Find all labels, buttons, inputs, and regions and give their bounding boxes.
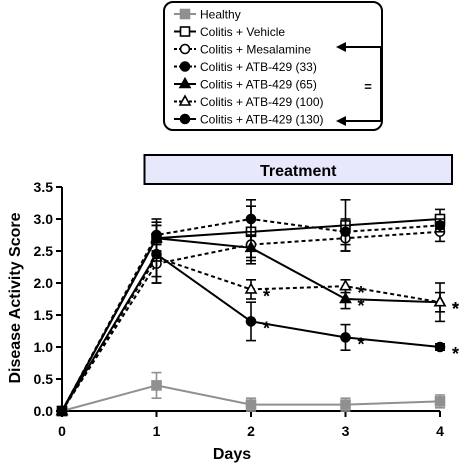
x-tick-label: 1 bbox=[153, 423, 161, 439]
series-1 bbox=[56, 371, 446, 417]
legend-swatch-marker bbox=[179, 26, 191, 37]
legend-label: Colitis + Vehicle bbox=[200, 25, 285, 39]
data-point bbox=[56, 405, 68, 417]
y-tick-label: 3.5 bbox=[34, 179, 54, 195]
data-point bbox=[151, 248, 162, 260]
data-point bbox=[245, 399, 257, 410]
legend-item: Healthy bbox=[174, 8, 241, 22]
legend-item: Colitis + ATB-429 (33) bbox=[174, 60, 317, 74]
significance-star: * bbox=[452, 299, 459, 319]
significance-star: * bbox=[452, 344, 459, 364]
data-point bbox=[340, 226, 351, 238]
significance-star: * bbox=[263, 318, 270, 338]
legend-bracket bbox=[343, 46, 382, 122]
legend-item: Colitis + Mesalamine bbox=[174, 43, 311, 57]
legend-arrow-lower bbox=[336, 116, 346, 126]
x-tick-label: 4 bbox=[436, 423, 444, 439]
legend-label: Healthy bbox=[200, 8, 241, 22]
data-point bbox=[340, 332, 351, 343]
y-tick-label: 1.5 bbox=[34, 307, 54, 323]
x-axis-label: Days bbox=[213, 446, 251, 463]
data-point bbox=[245, 316, 257, 327]
legend-label: Colitis + Mesalamine bbox=[200, 43, 311, 57]
legend-label: Colitis + ATB-429 (100) bbox=[200, 95, 324, 109]
significance-star: * bbox=[452, 299, 459, 319]
y-tick-label: 3.0 bbox=[34, 211, 54, 227]
y-tick-label: 1.0 bbox=[34, 339, 54, 355]
significance-star: * bbox=[358, 296, 365, 316]
y-tick-label: 2.0 bbox=[34, 275, 54, 291]
legend-swatch-marker bbox=[179, 8, 191, 20]
legend-swatch-marker bbox=[178, 76, 192, 89]
series-layer: * ** **** * bbox=[55, 199, 459, 417]
legend-swatch-marker bbox=[179, 61, 191, 72]
data-point bbox=[244, 240, 258, 253]
y-tick-label: 2.5 bbox=[34, 243, 54, 259]
treatment-bar: Treatment bbox=[143, 154, 453, 185]
legend: Healthy Colitis + Vehicle Colitis + Mesala… bbox=[163, 1, 383, 131]
data-point bbox=[434, 396, 446, 407]
data-point bbox=[151, 380, 162, 391]
legend-label: Colitis + ATB-429 (65) bbox=[200, 78, 317, 92]
legend-swatch-marker bbox=[179, 113, 191, 125]
legend-item: Colitis + ATB-429 (100) bbox=[174, 94, 324, 109]
series-7: ** * bbox=[56, 224, 459, 417]
legend-item: Colitis + ATB-429 (130) bbox=[174, 113, 324, 127]
legend-arrow-upper bbox=[336, 42, 346, 52]
y-axis-label: Disease Activity Score bbox=[7, 212, 24, 383]
data-point bbox=[339, 279, 352, 291]
significance-star: * bbox=[358, 334, 365, 354]
data-point bbox=[244, 282, 258, 294]
legend-item: Colitis + ATB-429 (65) bbox=[174, 76, 317, 92]
data-point bbox=[340, 399, 351, 410]
treatment-label: Treatment bbox=[260, 163, 337, 180]
legend-label: Colitis + ATB-429 (33) bbox=[200, 60, 317, 74]
y-tick-label: 0.0 bbox=[34, 403, 54, 419]
x-tick-label: 2 bbox=[247, 423, 255, 439]
legend-bracket-symbol: = bbox=[364, 79, 372, 94]
legend-swatch-marker bbox=[179, 43, 191, 55]
data-point bbox=[434, 341, 446, 353]
x-tick-label: 0 bbox=[58, 423, 66, 439]
data-point bbox=[433, 295, 447, 307]
x-tick-label: 3 bbox=[342, 423, 350, 439]
legend-item: Colitis + Vehicle bbox=[174, 25, 285, 39]
data-point bbox=[434, 220, 446, 231]
data-point bbox=[339, 291, 352, 304]
y-tick-label: 0.5 bbox=[34, 371, 54, 387]
significance-star: * bbox=[358, 283, 365, 303]
treatment-box bbox=[143, 154, 453, 185]
axes: 0.0 0.5 1.0 1.5 2.0 2.5 3.0 3.5 0 1 2 3 4 bbox=[34, 179, 445, 439]
significance-star: * bbox=[263, 286, 270, 306]
data-point bbox=[245, 213, 257, 225]
legend-swatch-marker bbox=[178, 94, 192, 106]
legend-label: Colitis + ATB-429 (130) bbox=[200, 113, 324, 127]
